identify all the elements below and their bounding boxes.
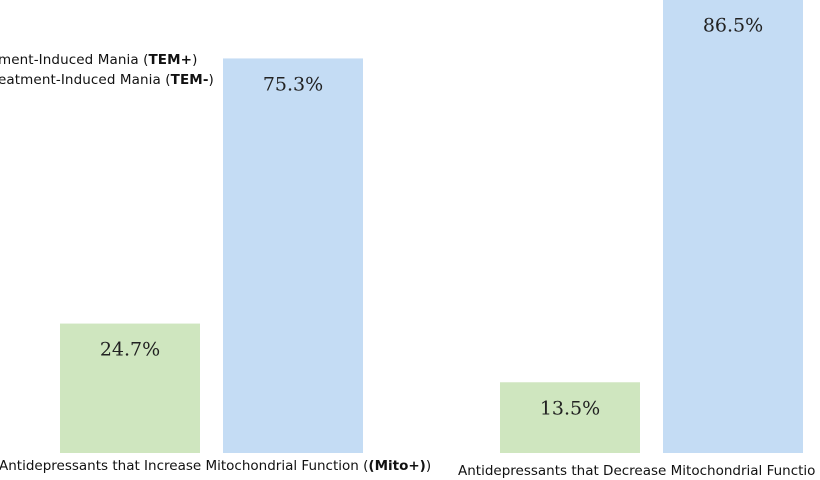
legend-entry-tem-minus: eatment-Induced Mania (TEM-) bbox=[0, 72, 214, 88]
category-label-code: (Mito+) bbox=[368, 458, 426, 474]
legend-entry-tem-plus: ment-Induced Mania (TEM+) bbox=[0, 52, 198, 68]
data-label: 75.3% bbox=[263, 73, 323, 95]
data-label: 24.7% bbox=[100, 339, 160, 361]
category-label-text: Antidepressants that Decrease Mitochondr… bbox=[458, 463, 816, 479]
bar-tem-minus-mito-minus bbox=[663, 0, 803, 454]
bar-tem-plus-mito-plus bbox=[60, 323, 200, 453]
legend-code: TEM- bbox=[170, 72, 209, 88]
category-label-mito-plus: Antidepressants that Increase Mitochondr… bbox=[0, 458, 432, 474]
bar-tem-plus-mito-minus bbox=[500, 382, 640, 453]
bar-tem-minus-mito-plus bbox=[223, 58, 363, 453]
category-label-mito-minus: Antidepressants that Decrease Mitochondr… bbox=[458, 463, 815, 479]
data-label: 86.5% bbox=[703, 15, 763, 37]
legend-code: TEM+ bbox=[148, 52, 193, 68]
legend-label: ment-Induced Mania bbox=[0, 52, 139, 68]
category-label-text: Antidepressants that Increase Mitochondr… bbox=[0, 458, 359, 474]
legend-label: eatment-Induced Mania bbox=[0, 72, 161, 88]
data-label: 13.5% bbox=[540, 397, 600, 419]
